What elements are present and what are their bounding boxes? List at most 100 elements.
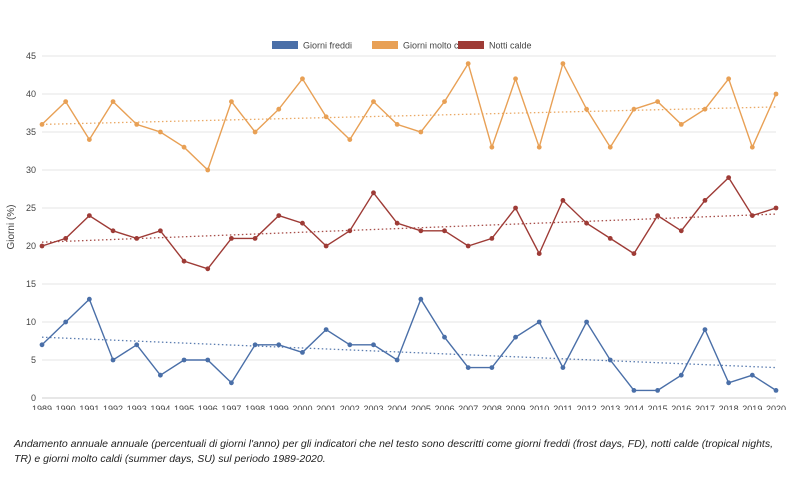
data-point-giorni-freddi — [702, 327, 708, 332]
data-point-giorni-molto-caldi — [418, 129, 424, 135]
y-tick-label: 45 — [26, 51, 36, 61]
data-point-notti-calde — [86, 213, 92, 219]
data-point-giorni-freddi — [442, 334, 447, 340]
data-point-notti-calde — [442, 228, 447, 234]
data-point-giorni-molto-caldi — [536, 144, 542, 150]
data-point-notti-calde — [371, 190, 376, 196]
data-point-giorni-freddi — [205, 357, 211, 363]
data-point-giorni-freddi — [726, 380, 732, 386]
data-point-notti-calde — [323, 243, 329, 249]
data-point-giorni-freddi — [631, 388, 637, 393]
data-point-giorni-molto-caldi — [442, 99, 447, 104]
x-tick-label: 1999 — [269, 404, 289, 410]
data-point-notti-calde — [631, 251, 637, 256]
data-point-notti-calde — [655, 213, 661, 219]
series-line-giorni-molto-caldi — [41, 61, 777, 172]
data-point-giorni-molto-caldi — [110, 99, 116, 104]
x-tick-label: 2017 — [695, 404, 715, 410]
data-point-giorni-molto-caldi — [560, 61, 566, 66]
data-point-giorni-freddi — [749, 372, 755, 378]
x-tick-label: 2014 — [624, 404, 644, 410]
data-point-notti-calde — [347, 228, 353, 234]
data-point-giorni-molto-caldi — [607, 144, 613, 150]
data-point-giorni-molto-caldi — [252, 129, 258, 135]
x-tick-label: 2013 — [600, 404, 620, 410]
x-tick-label: 2007 — [458, 404, 478, 410]
data-point-giorni-freddi — [134, 342, 140, 348]
x-tick-label: 1994 — [150, 404, 170, 410]
data-point-giorni-freddi — [371, 342, 376, 348]
series-line-giorni-freddi — [41, 297, 777, 392]
x-tick-label: 2010 — [529, 404, 549, 410]
data-point-notti-calde — [560, 198, 566, 203]
data-point-giorni-molto-caldi — [323, 114, 329, 120]
x-tick-label: 1995 — [174, 404, 194, 410]
data-point-giorni-molto-caldi — [726, 76, 732, 82]
data-point-notti-calde — [513, 205, 518, 211]
data-point-giorni-freddi — [39, 342, 45, 348]
x-tick-label: 1996 — [198, 404, 218, 410]
data-point-giorni-molto-caldi — [300, 76, 305, 82]
y-tick-label: 30 — [26, 165, 36, 175]
data-point-giorni-molto-caldi — [205, 167, 211, 173]
y-tick-label: 15 — [26, 279, 36, 289]
data-point-giorni-freddi — [607, 357, 613, 363]
data-point-giorni-freddi — [110, 357, 116, 363]
x-axis-ticks: 1989 1990 1991 1992 1993 1994 1995 1996 1997 1998… — [32, 404, 786, 410]
data-point-notti-calde — [157, 228, 163, 234]
data-point-giorni-molto-caldi — [773, 91, 779, 97]
data-point-giorni-freddi — [418, 296, 424, 302]
data-point-giorni-freddi — [157, 372, 163, 378]
data-point-notti-calde — [726, 175, 732, 181]
x-tick-label: 2006 — [435, 404, 455, 410]
y-tick-label: 0 — [31, 393, 36, 403]
x-tick-label: 1997 — [221, 404, 241, 410]
data-point-notti-calde — [607, 236, 613, 241]
data-point-giorni-molto-caldi — [631, 106, 637, 112]
data-point-notti-calde — [63, 236, 69, 241]
legend-label-notti-calde: Notti calde — [489, 41, 532, 51]
data-point-giorni-molto-caldi — [749, 144, 755, 150]
x-tick-label: 1993 — [127, 404, 147, 410]
data-point-giorni-freddi — [394, 357, 400, 363]
data-point-notti-calde — [394, 220, 400, 226]
x-tick-label: 2009 — [506, 404, 526, 410]
data-point-notti-calde — [110, 228, 116, 234]
data-point-notti-calde — [678, 228, 684, 234]
y-tick-label: 5 — [31, 355, 36, 365]
y-tick-label: 35 — [26, 127, 36, 137]
data-point-giorni-freddi — [63, 319, 69, 325]
data-point-giorni-molto-caldi — [39, 122, 45, 127]
data-point-notti-calde — [134, 236, 140, 241]
data-point-giorni-molto-caldi — [157, 129, 163, 135]
x-tick-label: 1991 — [79, 404, 99, 410]
y-tick-label: 25 — [26, 203, 36, 213]
data-point-notti-calde — [773, 205, 779, 211]
data-point-giorni-molto-caldi — [489, 144, 495, 150]
x-tick-label: 2019 — [742, 404, 762, 410]
data-point-giorni-molto-caldi — [63, 99, 69, 104]
x-tick-label: 2008 — [482, 404, 502, 410]
x-tick-label: 1990 — [56, 404, 76, 410]
trend-lines — [41, 106, 777, 369]
series-lines — [39, 61, 779, 393]
data-point-giorni-molto-caldi — [678, 122, 684, 127]
data-point-notti-calde — [536, 251, 542, 256]
y-tick-label: 20 — [26, 241, 36, 251]
x-tick-label: 2016 — [671, 404, 691, 410]
data-point-giorni-molto-caldi — [134, 122, 140, 127]
data-point-giorni-freddi — [300, 350, 305, 355]
x-tick-label: 2018 — [719, 404, 739, 410]
trend-line-notti-calde — [41, 213, 777, 243]
series-line-notti-calde — [41, 176, 777, 270]
legend-swatch-giorni-molto-caldi — [372, 41, 398, 49]
x-tick-label: 2000 — [292, 404, 312, 410]
x-tick-label: 1992 — [103, 404, 123, 410]
x-tick-label: 1989 — [32, 404, 52, 410]
data-point-notti-calde — [229, 236, 234, 241]
y-tick-label: 40 — [26, 89, 36, 99]
data-point-giorni-freddi — [229, 380, 234, 386]
data-point-giorni-molto-caldi — [584, 106, 589, 112]
data-point-notti-calde — [205, 266, 211, 272]
